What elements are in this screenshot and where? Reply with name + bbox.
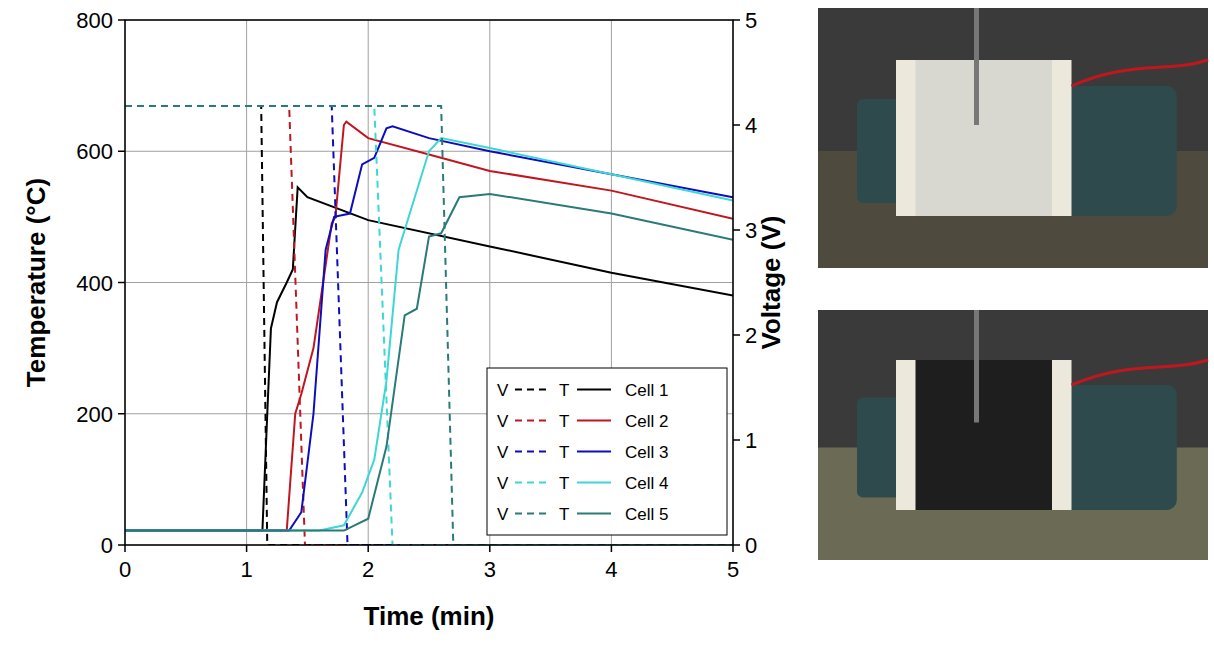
tick (611, 545, 613, 552)
tick (246, 545, 248, 552)
legend-tag: T (559, 381, 569, 400)
series-line (125, 106, 733, 545)
legend-tag: V (497, 474, 509, 493)
x-axis-title: Time (min) (364, 601, 495, 631)
series-group (125, 106, 733, 545)
legend-swatch (577, 513, 611, 515)
tick-label: 1 (240, 557, 252, 582)
tick (733, 124, 740, 126)
tick-label: 200 (76, 402, 113, 427)
legend-swatch (515, 513, 549, 515)
tick (733, 439, 740, 441)
legend-swatch (515, 482, 549, 484)
legend-swatch (515, 389, 549, 391)
photo-plate (1052, 360, 1072, 510)
tick-label: 4 (745, 113, 757, 138)
legend-tag: V (497, 505, 509, 524)
legend-label: Cell 1 (625, 381, 668, 400)
legend-tag: T (559, 474, 569, 493)
tick-label: 3 (484, 557, 496, 582)
photo-wire (1072, 60, 1209, 86)
photos (818, 8, 1208, 560)
tick-label: 1 (745, 428, 757, 453)
tick (118, 544, 125, 546)
legend-label: Cell 4 (625, 474, 668, 493)
series-line (125, 194, 733, 531)
photo-nail (974, 8, 979, 125)
legend-label: Cell 3 (625, 443, 668, 462)
photo-cells (904, 60, 1068, 216)
legend-swatch (515, 420, 549, 422)
photo-plate (896, 60, 916, 216)
grid-line (125, 282, 733, 283)
tick (118, 413, 125, 415)
legend-swatch (577, 482, 611, 484)
legend-box (487, 368, 727, 535)
tick (118, 151, 125, 153)
tick (367, 545, 369, 552)
tick (733, 334, 740, 336)
tick (118, 19, 125, 21)
photo-cells (904, 360, 1068, 510)
photo-vise (1060, 385, 1177, 510)
photo-vise (1060, 86, 1177, 216)
tick (118, 282, 125, 284)
series-line (125, 187, 733, 530)
ticks: 0123450200400600800012345 (76, 8, 757, 582)
legend-tag: T (559, 412, 569, 431)
tick (124, 545, 126, 552)
tick (733, 544, 740, 546)
legend-label: Cell 2 (625, 412, 668, 431)
photo-bg (818, 310, 1208, 560)
photo-plate (896, 360, 916, 510)
tick-label: 800 (76, 8, 113, 33)
legend-swatch (577, 451, 611, 453)
legend-tag: V (497, 412, 509, 431)
tick-label: 0 (745, 533, 757, 558)
photo-bg (818, 8, 1208, 268)
chart: 0123450200400600800012345Time (min)Tempe… (0, 0, 1214, 649)
legend-tag: V (497, 443, 509, 462)
tick-label: 4 (605, 557, 617, 582)
tick (732, 545, 734, 552)
y-axis-title: Temperature (°C) (21, 178, 51, 387)
tick-label: 600 (76, 139, 113, 164)
series-line (125, 106, 733, 545)
legend-swatch (515, 451, 549, 453)
legend-tag: T (559, 505, 569, 524)
legend-label: Cell 5 (625, 505, 668, 524)
legend-swatch (577, 420, 611, 422)
legend-swatch (577, 389, 611, 391)
legend: V T Cell 1 V T Cell 2 V T Cell 3 V T Cell 4 V T Cell 5 (487, 368, 727, 535)
tick-label: 5 (727, 557, 739, 582)
photo-nail (974, 310, 979, 423)
tick (733, 19, 740, 21)
photo-wire (1072, 360, 1209, 385)
series-line (125, 106, 733, 545)
tick-label: 5 (745, 8, 757, 33)
tick-label: 0 (119, 557, 131, 582)
tick (489, 545, 491, 552)
tick (733, 229, 740, 231)
tick-label: 2 (362, 557, 374, 582)
series-line (125, 106, 733, 545)
y2-axis-title: Voltage (V) (756, 216, 786, 350)
series-line (125, 106, 733, 545)
photo-plate (1052, 60, 1072, 216)
tick-label: 0 (101, 533, 113, 558)
grid (125, 20, 733, 545)
plot-frame (125, 20, 733, 545)
legend-tag: V (497, 381, 509, 400)
tick-label: 400 (76, 271, 113, 296)
legend-tag: T (559, 443, 569, 462)
